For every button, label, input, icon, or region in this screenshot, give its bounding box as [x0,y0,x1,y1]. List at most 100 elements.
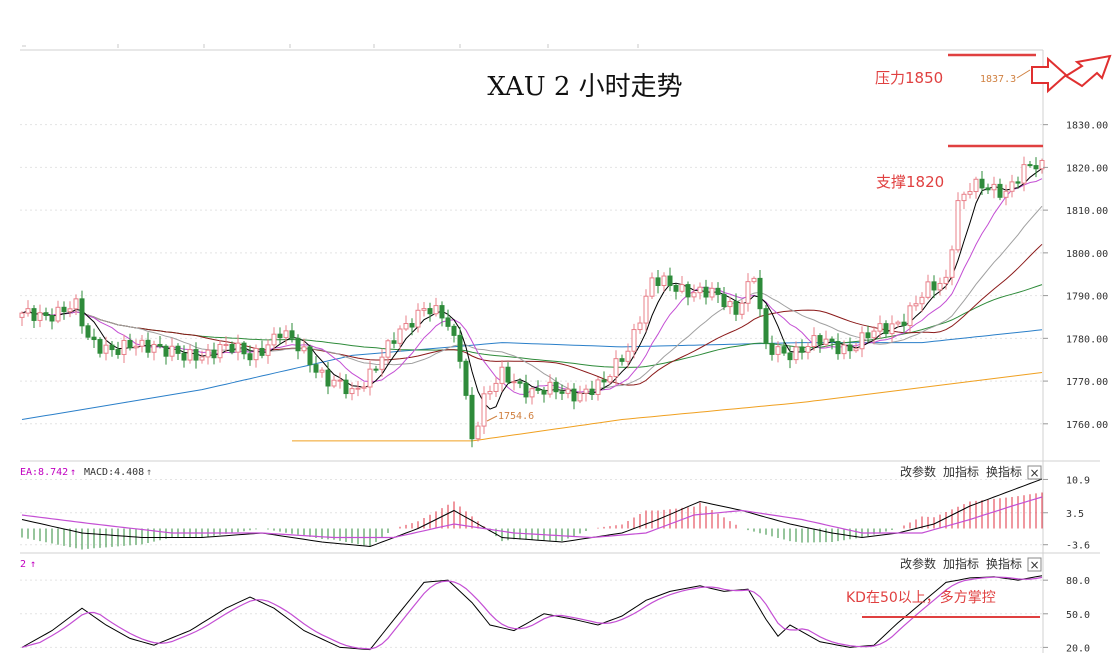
kd-switch-indicator-button[interactable]: 换指标 [986,556,1022,571]
candle-body [685,284,691,298]
candle-body [865,332,871,339]
candle-body [931,281,937,291]
candle-body [295,337,301,352]
candle-body [943,276,949,284]
candle-body [607,376,613,383]
macd-y-tick-label: 10.9 [1066,475,1090,486]
candle-body [457,334,463,362]
candle-body [433,305,439,315]
candle-body [127,339,133,349]
candle-body [157,343,163,347]
candle-body [1003,190,1009,198]
k-line [21,575,1043,651]
candle-body [511,381,517,384]
candle-body [835,340,841,355]
candle-body [973,178,979,193]
candlestick-series [19,156,1045,448]
candle-body [505,366,511,383]
kd-close-icon[interactable]: × [1029,558,1039,572]
candle-body [163,345,169,357]
macd-y-tick-label: 3.5 [1066,509,1084,520]
candle-body [1027,164,1033,167]
candle-body [817,335,823,345]
candle-body [403,323,409,330]
candle-body [277,333,283,339]
candle-body [949,249,955,278]
candle-body [811,335,817,347]
candle-body [907,305,913,326]
candle-body [25,308,31,314]
candle-body [391,340,397,344]
low-price-label: 1754.6 [498,411,534,422]
candle-body [475,425,481,440]
candle-body [37,312,43,321]
candle-body [577,392,583,402]
candle-body [715,287,721,295]
kd-toolbar: 改参数 加指标 换指标 × [900,556,1042,572]
candle-body [361,386,367,389]
candle-body [691,292,697,298]
candle-body [175,345,181,354]
candle-body [967,191,973,195]
candle-body [181,352,187,361]
candle-body [751,277,757,283]
candle-body [271,333,277,346]
candle-body [781,346,787,354]
candle-body [799,346,805,353]
candle-body [409,323,415,328]
candle-body [481,393,487,427]
kd-value: 2 [20,559,26,570]
candle-body [583,388,589,394]
candle-body [415,309,421,328]
candle-body [499,366,505,384]
kd-edit-params-button[interactable]: 改参数 [900,556,936,571]
candle-body [535,388,541,391]
candle-body [853,348,859,352]
candle-body [97,339,103,354]
close-icon[interactable]: × [1029,466,1039,480]
candle-body [385,340,391,358]
kd-lines [21,575,1043,651]
candle-body [61,306,67,313]
candle-body [727,301,733,308]
candle-body [109,344,115,351]
resistance-label: 压力1850 [875,69,943,87]
low-marker-arrow [486,415,498,422]
candle-body [985,187,991,191]
high-marker-arrow [1016,69,1031,79]
candle-body [313,364,319,373]
kd-y-axis: 80.0 50.0 20.0 [1043,576,1090,653]
right-arrow-icon [1031,56,1068,94]
kd-y-tick-label: 20.0 [1066,643,1090,653]
macd-close-button[interactable] [1027,465,1042,480]
candle-body [553,381,559,393]
candle-body [631,329,637,352]
switch-indicator-button[interactable]: 换指标 [986,464,1022,479]
kd-close-button[interactable] [1027,557,1042,572]
candle-body [769,343,775,355]
candle-body [259,347,265,356]
candle-body [91,336,97,341]
candle-body [337,379,343,382]
up-right-arrow-icon [1064,54,1112,88]
candle-body [739,302,745,315]
macd-toolbar: 改参数 加指标 换指标 × [900,464,1042,480]
kd-add-indicator-button[interactable]: 加指标 [943,556,979,571]
top-timeline-ticks [22,44,639,48]
candle-body [307,346,313,366]
candle-body [235,342,241,353]
candle-body [871,330,877,339]
candle-body [439,305,445,319]
candle-body [121,339,127,355]
kd-y-tick-label: 50.0 [1066,610,1090,621]
candle-body [1033,165,1039,170]
y-tick-label: 1770.00 [1066,377,1108,388]
candle-body [325,369,331,387]
chart-title: XAU 2 小时走势 [487,72,682,102]
panel-frames [20,49,1100,653]
edit-params-button[interactable]: 改参数 [900,464,936,479]
add-indicator-button[interactable]: 加指标 [943,464,979,479]
candle-body [649,277,655,297]
candle-body [565,388,571,394]
candle-body [1039,159,1045,170]
